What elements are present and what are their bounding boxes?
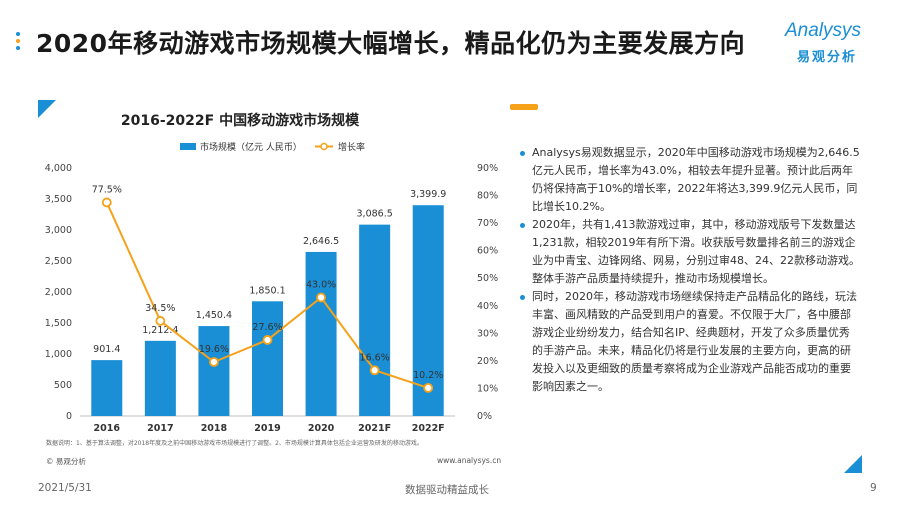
legend-bar-swatch <box>180 143 196 150</box>
logo-brand: Analysys <box>785 20 862 41</box>
title-dots-icon <box>16 32 28 50</box>
paragraph-text: Analysys易观数据显示，2020年中国移动游戏市场规模为2,646.5亿元… <box>532 146 860 213</box>
chart-title: 2016-2022F 中国移动游戏市场规模 <box>120 113 360 129</box>
growth-point <box>369 365 380 376</box>
corner-triangle-icon <box>38 100 56 118</box>
growth-value-label: 77.5% <box>92 184 122 195</box>
y-left-tick-label: 0 <box>66 411 72 422</box>
y-right-tick-label: 10% <box>477 383 498 394</box>
source-url: www.analysys.cn <box>437 456 502 465</box>
footer-slogan: 数据驱动精益成长 <box>405 484 489 496</box>
legend-line-label: 增长率 <box>338 141 365 153</box>
growth-line-series: 77.5% 34.5% 19.6% 27.6% 43.0% 16.6% 10.2% <box>92 184 443 393</box>
analysys-logo: Analysys 易观分析 <box>775 20 885 70</box>
paragraph-text: 同时，2020年，移动游戏市场继续保持走产品精品化的路线，玩法丰富、画风精致的产… <box>532 290 857 393</box>
bullet-icon <box>520 223 525 228</box>
y-right-tick-label: 40% <box>477 301 498 312</box>
bar <box>144 340 176 416</box>
growth-point <box>423 382 434 393</box>
logo-brand-cn: 易观分析 <box>797 50 858 65</box>
y-left-tick-label: 2,000 <box>45 287 72 298</box>
y-right-tick-label: 20% <box>477 356 498 367</box>
bar-value-label: 1,450.4 <box>196 310 232 321</box>
data-note: 数据说明：1、基于算法调整，对2018年度及之前中国移动游戏市场规模进行了调整。… <box>46 440 423 447</box>
text-paragraph: 同时，2020年，移动游戏市场继续保持走产品精品化的路线，玩法丰富、画风精致的产… <box>520 288 860 396</box>
y-left-tick-label: 3,500 <box>45 194 72 205</box>
analysis-text-panel: Analysys易观数据显示，2020年中国移动游戏市场规模为2,646.5亿元… <box>520 144 860 396</box>
bar-value-label: 3,399.9 <box>410 189 446 200</box>
text-paragraph: 2020年，共有1,413款游戏过审，其中，移动游戏版号下发数量达1,231款，… <box>520 216 860 288</box>
x-tick-label: 2016 <box>94 423 121 434</box>
bar <box>91 360 123 416</box>
y-right-tick-label: 90% <box>477 163 498 174</box>
x-tick-label: 2018 <box>201 423 228 434</box>
y-left-tick-label: 4,000 <box>45 163 72 174</box>
corner-triangle-icon <box>844 455 862 473</box>
bar <box>252 301 283 416</box>
orange-accent-bar <box>510 104 538 110</box>
bar-value-label: 3,086.5 <box>357 209 393 220</box>
growth-value-label: 10.2% <box>413 370 443 381</box>
y-left-tick-label: 1,500 <box>45 318 72 329</box>
x-tick-label: 2020 <box>308 423 335 434</box>
bar-series: 901.4 1,212.4 1,450.4 1,850.1 2,646.5 3,086.5… <box>91 189 446 416</box>
chart-canvas: 市场规模（亿元 人民币） 增长率 0 500 1,000 1,500 2,000 2,500… <box>45 141 498 434</box>
source-left: © 易观分析 <box>46 457 86 466</box>
y-right-tick-label: 70% <box>477 218 498 229</box>
footer-date: 2021/5/31 <box>38 482 92 494</box>
y-left-tick-label: 3,000 <box>45 225 72 236</box>
bar <box>305 251 337 416</box>
bullet-icon <box>520 295 525 300</box>
page-title: 2020年移动游戏市场规模大幅增长，精品化仍为主要发展方向 <box>36 29 746 58</box>
growth-point <box>209 357 219 367</box>
legend-line-marker <box>320 142 328 151</box>
legend-bar-label: 市场规模（亿元 人民币） <box>200 141 302 153</box>
bar-value-label: 1,212.4 <box>142 325 178 336</box>
growth-value-label: 27.6% <box>252 322 282 333</box>
x-tick-label: 2019 <box>254 423 280 434</box>
chart-axes: 0 500 1,000 1,500 2,000 2,500 3,000 3,500 4,000 0… <box>45 163 498 434</box>
bar-value-label: 901.4 <box>93 344 120 355</box>
chart-legend: 市场规模（亿元 人民币） 增长率 <box>180 141 365 153</box>
bar <box>359 224 391 416</box>
x-tick-label: 2017 <box>147 423 173 434</box>
y-right-tick-label: 50% <box>477 273 498 284</box>
text-paragraph: Analysys易观数据显示，2020年中国移动游戏市场规模为2,646.5亿元… <box>520 144 860 216</box>
bar-value-label: 2,646.5 <box>303 236 339 247</box>
growth-point <box>101 197 112 208</box>
y-right-tick-label: 60% <box>477 246 498 257</box>
y-left-tick-label: 1,000 <box>45 349 72 360</box>
y-right-tick-label: 80% <box>477 191 498 202</box>
bar <box>198 326 230 416</box>
growth-point <box>155 316 166 326</box>
y-left-tick-label: 500 <box>54 380 72 391</box>
y-right-tick-label: 30% <box>477 328 498 339</box>
growth-point <box>262 335 273 345</box>
bullet-icon <box>520 151 525 156</box>
x-tick-label: 2021F <box>358 423 391 434</box>
paragraph-text: 2020年，共有1,413款游戏过审，其中，移动游戏版号下发数量达1,231款，… <box>532 218 860 285</box>
growth-point <box>316 292 326 303</box>
growth-value-label: 19.6% <box>199 344 229 355</box>
growth-value-label: 34.5% <box>145 303 175 314</box>
y-right-tick-label: 0% <box>477 411 492 422</box>
growth-value-label: 16.6% <box>360 352 390 363</box>
bar-value-label: 1,850.1 <box>249 285 285 296</box>
x-tick-label: 2022F <box>412 423 445 434</box>
page-number: 9 <box>870 482 877 494</box>
bar <box>412 205 444 416</box>
y-left-tick-label: 2,500 <box>45 256 72 267</box>
growth-value-label: 43.0% <box>306 280 336 291</box>
